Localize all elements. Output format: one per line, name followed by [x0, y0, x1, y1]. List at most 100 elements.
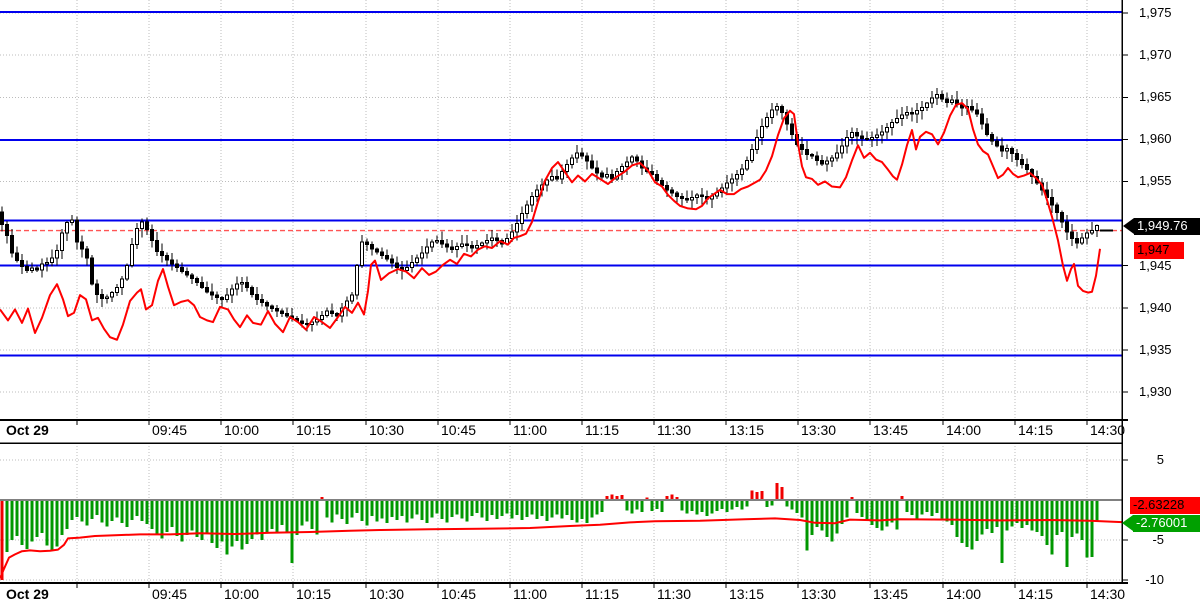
histogram-bar: [485, 500, 489, 521]
candle-body: [1050, 196, 1054, 206]
histogram-bar: [495, 500, 499, 520]
histogram-bar: [315, 500, 319, 535]
histogram-bar: [375, 500, 379, 522]
candle-body: [845, 137, 849, 147]
histogram-bar: [990, 500, 994, 533]
histogram-bar: [815, 500, 819, 528]
histogram-bar: [1020, 500, 1024, 528]
histogram-bar: [105, 500, 109, 527]
candle-body: [200, 281, 204, 289]
candle-body: [275, 308, 279, 312]
histogram-bar: [830, 500, 834, 542]
histogram-bar: [795, 500, 799, 513]
candle-body: [825, 160, 829, 165]
candle-body: [555, 175, 559, 180]
histogram-bar: [430, 500, 434, 518]
histogram-bar: [545, 500, 549, 521]
histogram-bar: [555, 500, 559, 515]
x-tick-label: 11:30: [657, 422, 691, 438]
candle-body: [250, 287, 254, 295]
histogram-bar: [345, 500, 349, 524]
histogram-bar: [500, 500, 504, 516]
histogram-bar: [35, 500, 39, 537]
histogram-bar: [175, 500, 179, 536]
candle-body: [165, 255, 169, 261]
indicator-line: [0, 517, 1123, 579]
candle-body: [225, 294, 229, 300]
histogram-bar: [1015, 500, 1019, 524]
candle-body: [575, 152, 579, 159]
histogram-bar: [680, 500, 684, 511]
histogram-bar: [855, 500, 859, 513]
x-tick-label: 14:00: [946, 586, 982, 601]
histogram-bar: [610, 494, 614, 500]
histogram-bar: [885, 500, 889, 527]
candle-body: [630, 156, 634, 163]
last-price-tag: 1,949.76: [1123, 218, 1200, 235]
histogram-bar: [30, 500, 34, 542]
candle-body: [1015, 153, 1019, 161]
tag-arrow-left-icon: [1123, 218, 1134, 234]
candle-body: [435, 239, 439, 243]
candle-body: [255, 293, 259, 300]
candle-body: [405, 266, 409, 272]
histogram-bar: [740, 500, 744, 510]
candle-body: [610, 174, 614, 180]
candle-body: [685, 197, 689, 201]
histogram-bar: [220, 500, 224, 542]
histogram-bar: [755, 492, 759, 500]
x-tick-label: 13:15: [729, 422, 765, 438]
candle-body: [445, 243, 449, 248]
histogram-bar: [940, 500, 944, 519]
overlay-price-tag: 1,947: [1134, 242, 1184, 259]
candle-body: [40, 263, 44, 271]
histogram-bar: [675, 496, 679, 500]
histogram-bar: [1075, 500, 1079, 534]
histogram-bar: [745, 500, 749, 507]
candle-body: [675, 192, 679, 198]
histogram-bar: [860, 500, 864, 517]
histogram-bar: [1025, 500, 1029, 525]
date-label: Oct 29: [6, 422, 49, 438]
candle-body: [365, 241, 369, 246]
histogram-bar: [930, 500, 934, 516]
histogram-bar: [355, 500, 359, 513]
candle-body: [490, 237, 494, 241]
indicator-lower-tag: -2.76001: [1122, 515, 1200, 532]
histogram-bar: [140, 500, 144, 521]
candle-body: [570, 157, 574, 166]
histogram-bar: [100, 500, 104, 523]
histogram-bar: [845, 500, 849, 518]
candle-body: [875, 134, 879, 139]
indicator-upper-tag-text: -2.63228: [1133, 497, 1185, 512]
candle-body: [1060, 212, 1064, 223]
candle-body: [935, 94, 939, 99]
candle-body: [350, 294, 354, 302]
candle-body: [590, 160, 594, 169]
histogram-bar: [60, 500, 64, 536]
histogram-bar: [40, 500, 44, 533]
candle-body: [1010, 148, 1014, 155]
candle-body: [835, 152, 839, 159]
histogram-bar: [765, 500, 769, 508]
candle-body: [655, 174, 659, 182]
x-tick-label: 10:30: [369, 586, 405, 601]
candle-body: [245, 281, 249, 289]
histogram-bar: [810, 500, 814, 536]
histogram-bar: [240, 500, 244, 550]
candle-body: [885, 127, 889, 133]
histogram-bar: [285, 500, 289, 533]
histogram-bar: [310, 500, 314, 529]
candle-body: [180, 266, 184, 273]
candle-body: [440, 239, 444, 245]
histogram-bar: [1000, 500, 1004, 564]
candle-body: [380, 251, 384, 257]
candle-body: [755, 137, 759, 150]
histogram-bar: [150, 500, 154, 529]
histogram-bar: [1035, 500, 1039, 532]
candle-body: [760, 126, 764, 139]
candle-body: [550, 175, 554, 181]
histogram-bar: [490, 500, 494, 516]
candle-body: [485, 239, 489, 244]
